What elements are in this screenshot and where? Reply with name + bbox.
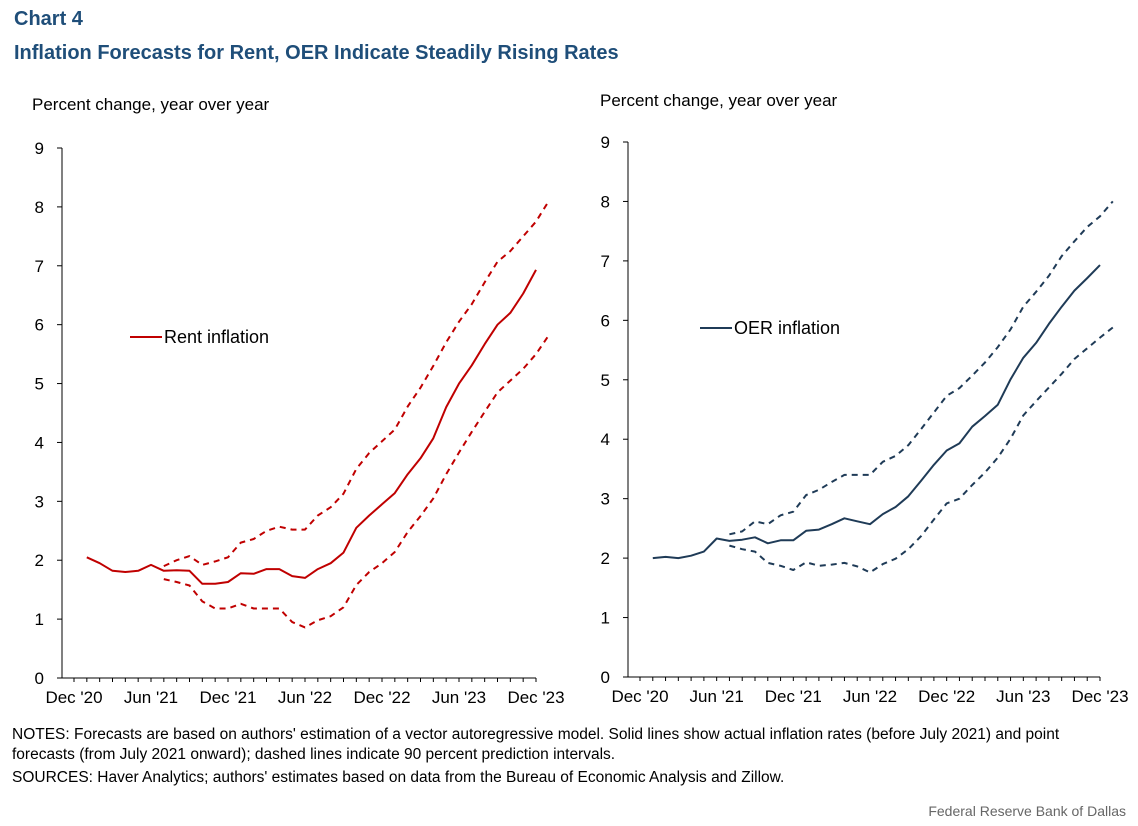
oer-y-tick-label: 5 — [601, 371, 610, 390]
right-y-axis-label: Percent change, year over year — [600, 91, 838, 110]
rent-x-tick-label: Jun '22 — [278, 688, 332, 707]
oer-y-tick-label: 3 — [601, 490, 610, 509]
rent-y-tick-label: 6 — [35, 316, 44, 335]
oer-y-tick-label: 0 — [601, 668, 610, 687]
rent-x-tick-label: Dec '21 — [199, 688, 256, 707]
left-y-axis-label: Percent change, year over year — [32, 95, 270, 114]
oer-y-tick-label: 9 — [601, 133, 610, 152]
oer-x-tick-label: Dec '20 — [611, 687, 668, 706]
oer-x-tick-label: Jun '21 — [690, 687, 744, 706]
rent-y-tick-label: 7 — [35, 257, 44, 276]
oer-series-line — [652, 264, 1101, 560]
oer-upper-bound-line — [729, 200, 1114, 536]
oer-x-tick-label: Jun '22 — [843, 687, 897, 706]
chart-sources: SOURCES: Haver Analytics; authors' estim… — [12, 769, 785, 786]
oer-legend-label: OER inflation — [734, 318, 840, 338]
rent-y-tick-label: 2 — [35, 551, 44, 570]
rent-y-tick-label: 1 — [35, 610, 44, 629]
oer-y-tick-label: 1 — [601, 609, 610, 628]
rent-upper-bound-line — [163, 200, 550, 568]
chart-number: Chart 4 — [14, 8, 83, 30]
rent-x-tick-label: Dec '23 — [507, 688, 564, 707]
oer-x-tick-label: Dec '22 — [918, 687, 975, 706]
rent-y-tick-label: 0 — [35, 669, 44, 688]
oer-x-tick-label: Jun '23 — [996, 687, 1050, 706]
rent-y-tick-label: 5 — [35, 375, 44, 394]
rent-x-tick-label: Dec '22 — [353, 688, 410, 707]
rent-y-tick-label: 9 — [35, 139, 44, 158]
rent-y-tick-label: 3 — [35, 492, 44, 511]
rent-x-tick-label: Dec '20 — [45, 688, 102, 707]
chart-credit: Federal Reserve Bank of Dallas — [928, 803, 1126, 819]
rent-series-line — [86, 269, 537, 585]
oer-y-tick-label: 2 — [601, 549, 610, 568]
rent-x-tick-label: Jun '23 — [432, 688, 486, 707]
rent-y-tick-label: 4 — [35, 433, 44, 452]
oer-x-tick-label: Dec '21 — [765, 687, 822, 706]
chart-notes: NOTES: Forecasts are based on authors' e… — [12, 726, 1060, 763]
rent-x-tick-label: Jun '21 — [124, 688, 178, 707]
rent-legend-label: Rent inflation — [164, 327, 269, 347]
rent-y-tick-label: 8 — [35, 198, 44, 217]
chart-title: Inflation Forecasts for Rent, OER Indica… — [14, 42, 619, 64]
oer-x-tick-label: Dec '23 — [1071, 687, 1128, 706]
oer-y-tick-label: 8 — [601, 192, 610, 211]
oer-y-tick-label: 7 — [601, 252, 610, 271]
oer-y-tick-label: 6 — [601, 311, 610, 330]
oer-y-tick-label: 4 — [601, 430, 610, 449]
oer-lower-bound-line — [729, 326, 1114, 574]
